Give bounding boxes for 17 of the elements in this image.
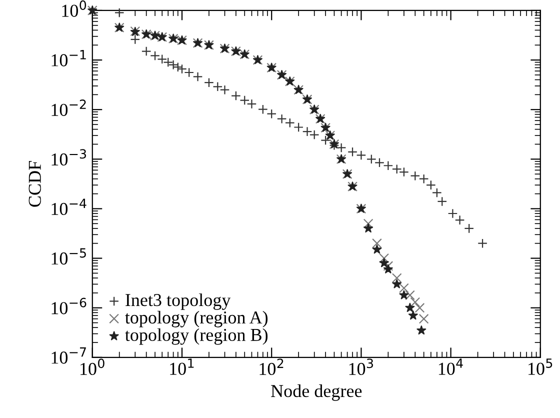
y-tick-label: 10$^{−3}$ (52, 149, 86, 166)
y-tick-label: 10$^{−4}$ (52, 198, 86, 216)
legend-label: topology (region A) (125, 310, 268, 328)
y-tick-label: 10$^{−6}$ (52, 298, 86, 314)
y-tick-label: 10$^{−2}$ (52, 100, 86, 116)
x-axis-title: Node degree (271, 384, 362, 401)
x-tick-label: 10$^{5}$ (528, 358, 552, 375)
x-tick-label: 10$^{4}$ (438, 358, 463, 375)
y-tick-label: 10$^{−1}$ (52, 50, 86, 66)
legend-label: topology (region B) (125, 328, 268, 345)
y-tick-label: 10$^{0}$ (62, 0, 86, 17)
x-tick-label: 10$^{1}$ (170, 358, 194, 375)
legend-label: Inet3 topology (126, 293, 231, 310)
x-tick-label: 10$^{3}$ (349, 358, 374, 376)
x-tick-label: 10$^{2}$ (260, 358, 284, 376)
y-axis-title: CCDF (28, 160, 41, 207)
y-tick-label: 10$^{−5}$ (52, 248, 86, 265)
